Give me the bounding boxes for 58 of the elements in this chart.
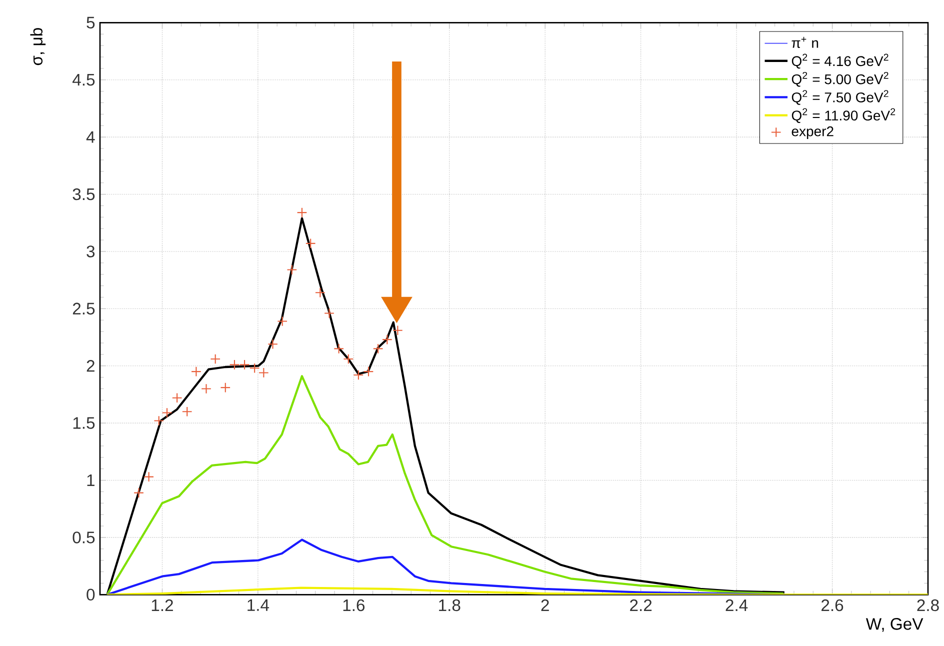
point [353, 370, 364, 380]
x-tick-label: 2.2 [630, 599, 652, 611]
point [277, 316, 288, 326]
x-tick-label: 1.8 [439, 599, 460, 612]
legend-label: π$^{+}$ n [792, 36, 818, 48]
point [182, 406, 192, 417]
point [382, 334, 392, 345]
y-tick-label: 0 [86, 588, 95, 601]
y-tick-label: 3 [86, 246, 95, 258]
x-tick-label: 1.2 [152, 599, 173, 611]
legend-label: Q$^{2}$ = 7.50 GeV$^{2}$ [792, 90, 888, 105]
line-series [106, 586, 928, 595]
x-tick-label: 2.6 [822, 599, 844, 612]
point [372, 343, 384, 354]
point [296, 207, 308, 218]
y-tick-label: 2.5 [72, 302, 95, 315]
y-tick-label: 2 [86, 360, 94, 372]
point [154, 416, 164, 426]
point [210, 354, 221, 364]
y-tick-label: 1 [87, 474, 94, 486]
x-tick-label: 1.6 [343, 599, 365, 612]
x-axis-title: W, GeV [866, 618, 924, 632]
point [392, 325, 403, 336]
point [190, 366, 202, 377]
y-tick-label: 1.5 [73, 417, 95, 429]
legend-label: exper2 [792, 126, 834, 140]
point [258, 368, 269, 378]
point [229, 360, 240, 370]
point [249, 362, 260, 374]
y-axis-title: σ, μb [30, 28, 46, 66]
y-tick-label: 5 [86, 16, 95, 28]
y-tick-label: 4.5 [72, 74, 95, 86]
y-tick-label: 3.5 [72, 188, 95, 200]
point [172, 392, 182, 404]
point [314, 287, 326, 298]
x-tick-label: 2.8 [917, 599, 939, 612]
point [363, 366, 374, 377]
legend-label: Q$^{2}$ = 11.90 GeV$^{2}$ [792, 108, 896, 123]
point [239, 360, 250, 370]
point [334, 343, 344, 354]
point [343, 354, 354, 364]
x-tick-label: 2 [541, 599, 549, 611]
legend-label: Q$^{2}$ = 4.16 GeV$^{2}$ [792, 54, 888, 69]
point [286, 264, 298, 275]
point [305, 238, 316, 249]
y-tick-label: 4 [86, 131, 95, 143]
point [220, 382, 231, 393]
x-tick-label: 2.4 [726, 599, 748, 611]
point [324, 308, 334, 318]
point [162, 408, 172, 418]
y-tick-label: 0.5 [72, 532, 95, 544]
x-tick-label: 1.4 [248, 599, 270, 611]
legend-label: Q$^{2}$ = 5.00 GeV$^{2}$ [792, 72, 888, 87]
point [134, 488, 144, 498]
point [268, 338, 278, 350]
point [201, 384, 212, 394]
point [144, 472, 154, 482]
line-series [106, 375, 785, 595]
